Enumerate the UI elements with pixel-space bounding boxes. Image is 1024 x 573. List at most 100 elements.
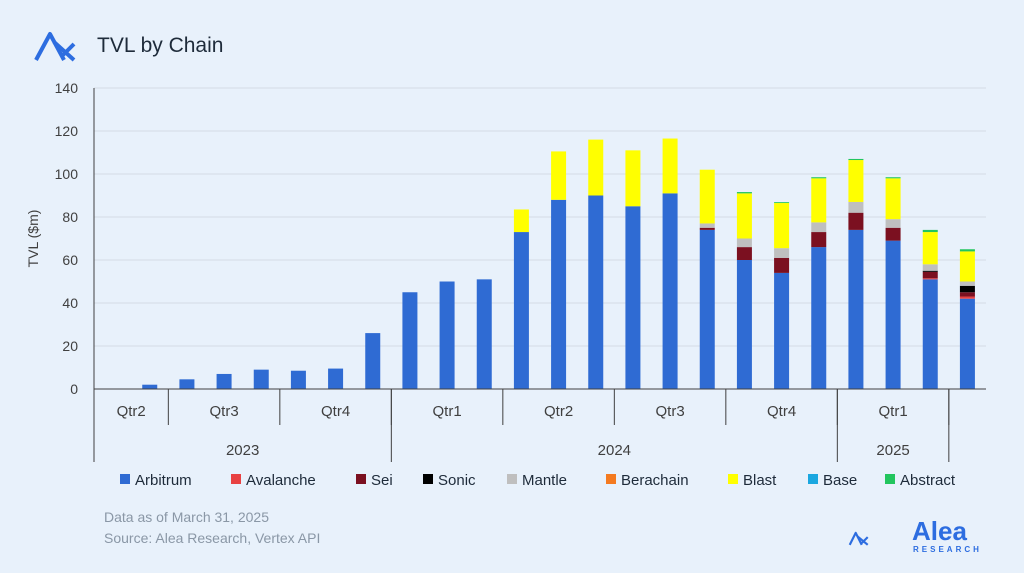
bar-blast bbox=[848, 160, 864, 202]
bar-arbitrum bbox=[439, 281, 455, 389]
y-tick-label: 40 bbox=[62, 295, 78, 311]
bar-arbitrum bbox=[476, 279, 492, 389]
bar-avalanche bbox=[959, 296, 975, 299]
legend-swatch-arbitrum bbox=[120, 474, 130, 484]
legend-swatch-blast bbox=[728, 474, 738, 484]
y-axis-label: TVL ($m) bbox=[25, 210, 41, 268]
bar-arbitrum bbox=[848, 229, 864, 389]
legend-swatch-mantle bbox=[507, 474, 517, 484]
bar-blast bbox=[662, 138, 678, 194]
bar-blast bbox=[885, 178, 901, 220]
bar-arbitrum bbox=[625, 206, 641, 389]
bar-abstract bbox=[774, 202, 790, 204]
bar-blast bbox=[699, 169, 715, 224]
bar-blast bbox=[588, 139, 604, 196]
chart-title: TVL by Chain bbox=[97, 34, 224, 57]
bar-arbitrum bbox=[179, 379, 195, 389]
bar-arbitrum bbox=[588, 195, 604, 389]
bar-sei bbox=[848, 212, 864, 230]
bar-avalanche bbox=[922, 278, 938, 280]
bar-abstract bbox=[885, 177, 901, 179]
bar-blast bbox=[625, 150, 641, 207]
bar-arbitrum bbox=[922, 279, 938, 389]
y-tick-label: 120 bbox=[55, 123, 79, 139]
y-tick-label: 140 bbox=[55, 80, 79, 96]
quarter-label: Qtr3 bbox=[655, 403, 684, 420]
bar-mantle bbox=[736, 238, 752, 248]
bar-arbitrum bbox=[328, 368, 344, 389]
bar-abstract bbox=[959, 249, 975, 252]
legend-label-avalanche: Avalanche bbox=[246, 472, 316, 489]
bar-arbitrum bbox=[885, 240, 901, 389]
bar-arbitrum bbox=[959, 298, 975, 389]
bar-sei bbox=[959, 292, 975, 297]
legend-swatch-avalanche bbox=[231, 474, 241, 484]
legend-swatch-base bbox=[808, 474, 818, 484]
bar-sei bbox=[736, 247, 752, 260]
quarter-label: Qtr4 bbox=[767, 403, 796, 420]
legend-swatch-abstract bbox=[885, 474, 895, 484]
bar-arbitrum bbox=[811, 247, 827, 389]
bar-arbitrum bbox=[551, 199, 567, 389]
y-tick-label: 0 bbox=[70, 381, 78, 397]
brand-subtitle: RESEARCH bbox=[913, 545, 982, 554]
legend-label-sonic: Sonic bbox=[438, 472, 476, 489]
bar-sonic bbox=[922, 270, 938, 272]
alea-logo-icon bbox=[34, 32, 76, 62]
quarter-label: Qtr2 bbox=[544, 403, 573, 420]
y-tick-label: 100 bbox=[55, 166, 79, 182]
bar-mantle bbox=[699, 223, 715, 228]
legend-label-mantle: Mantle bbox=[522, 472, 567, 489]
bar-blast bbox=[959, 251, 975, 282]
bar-abstract bbox=[922, 229, 938, 233]
bar-arbitrum bbox=[216, 373, 232, 389]
source-note: Source: Alea Research, Vertex API bbox=[104, 530, 321, 546]
legend-label-berachain: Berachain bbox=[621, 472, 689, 489]
bar-arbitrum bbox=[402, 292, 418, 389]
bar-blast bbox=[774, 203, 790, 249]
data-date-note: Data as of March 31, 2025 bbox=[104, 509, 269, 525]
bar-blast bbox=[551, 151, 567, 200]
legend-swatch-sei bbox=[356, 474, 366, 484]
bar-sei bbox=[699, 227, 715, 230]
bar-arbitrum bbox=[142, 384, 158, 389]
bar-blast bbox=[811, 178, 827, 223]
legend-label-base: Base bbox=[823, 472, 857, 489]
quarter-label: Qtr1 bbox=[432, 403, 461, 420]
bar-blast bbox=[922, 232, 938, 265]
quarter-label: Qtr1 bbox=[878, 403, 907, 420]
bar-blast bbox=[513, 209, 529, 233]
legend-swatch-berachain bbox=[606, 474, 616, 484]
bar-sonic bbox=[959, 285, 975, 293]
legend-label-arbitrum: Arbitrum bbox=[135, 472, 192, 489]
quarter-label: Qtr3 bbox=[209, 403, 238, 420]
bar-sei bbox=[774, 257, 790, 273]
y-tick-label: 20 bbox=[62, 338, 78, 354]
alea-research-logo-icon bbox=[848, 531, 869, 546]
year-label: 2023 bbox=[226, 442, 259, 459]
bar-mantle bbox=[811, 222, 827, 233]
bar-blast bbox=[736, 193, 752, 239]
bar-arbitrum bbox=[290, 370, 306, 389]
bar-mantle bbox=[959, 281, 975, 286]
year-label: 2024 bbox=[598, 442, 631, 459]
legend-label-sei: Sei bbox=[371, 472, 393, 489]
bar-arbitrum bbox=[662, 193, 678, 389]
bar-arbitrum bbox=[253, 369, 269, 389]
bar-abstract bbox=[848, 158, 864, 161]
year-label: 2025 bbox=[876, 442, 909, 459]
bar-arbitrum bbox=[774, 272, 790, 389]
bar-mantle bbox=[848, 201, 864, 213]
bar-sei bbox=[922, 271, 938, 279]
quarter-label: Qtr2 bbox=[117, 403, 146, 420]
y-tick-label: 60 bbox=[62, 252, 78, 268]
bar-mantle bbox=[885, 219, 901, 228]
y-tick-label: 80 bbox=[62, 209, 78, 225]
bar-arbitrum bbox=[365, 333, 381, 389]
bar-arbitrum bbox=[736, 260, 752, 389]
legend-label-blast: Blast bbox=[743, 472, 777, 489]
brand-name: Alea bbox=[912, 516, 967, 546]
bar-arbitrum bbox=[513, 232, 529, 389]
bar-sei bbox=[811, 232, 827, 248]
